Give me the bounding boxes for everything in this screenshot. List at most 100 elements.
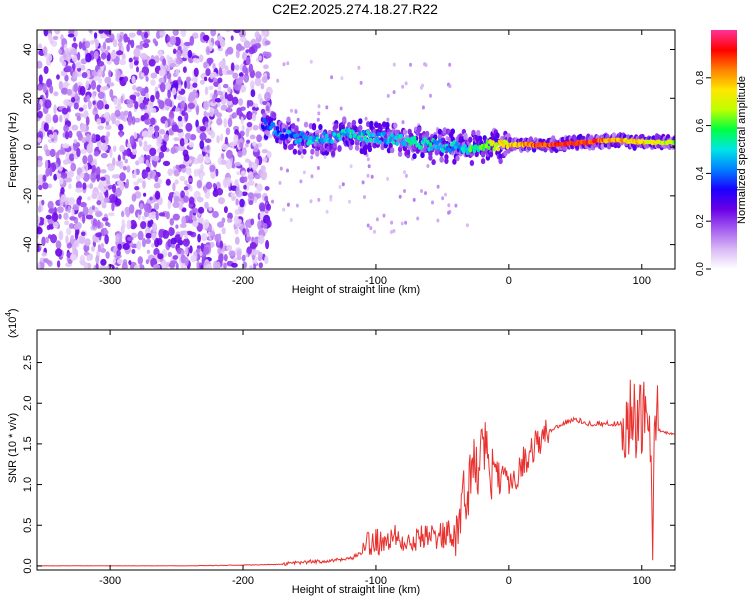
- spectrogram-cell: [95, 166, 101, 175]
- spectrogram-cell: [132, 148, 137, 155]
- spectrogram-cell: [230, 62, 235, 72]
- spectrogram-cell: [227, 86, 232, 93]
- spectrogram-cell: [452, 158, 457, 165]
- spectrogram-cell: [119, 172, 126, 182]
- spectrogram-cell: [216, 135, 220, 144]
- spectrogram-cell: [39, 95, 44, 100]
- spectrogram-cell: [234, 209, 240, 215]
- spectrogram-cell: [196, 179, 202, 189]
- spectrogram-cell: [143, 210, 149, 218]
- y-tick-label: -40: [22, 237, 34, 253]
- spectrogram-cell: [450, 128, 455, 135]
- spectrogram-cell: [137, 256, 143, 265]
- spectrogram-cell: [341, 182, 345, 187]
- spectrogram-cell: [43, 66, 49, 74]
- spectrogram-cell: [172, 201, 180, 209]
- spectrogram-cell: [93, 50, 99, 60]
- spectrogram-cell: [141, 72, 145, 78]
- spectrogram-cell: [80, 123, 87, 133]
- spectrogram-cell: [76, 115, 82, 122]
- spectrogram-cell: [264, 255, 269, 265]
- spectrogram-cell: [325, 209, 329, 214]
- spectrogram-cell: [46, 224, 51, 231]
- x-tick-label: 100: [633, 575, 651, 587]
- spectrogram-cell: [184, 231, 188, 240]
- spectrogram-cell: [142, 42, 150, 49]
- spectrogram-cell: [431, 159, 436, 166]
- spectrogram-cell: [220, 105, 225, 110]
- spectrogram-cell: [101, 202, 107, 209]
- spectrogram-cell: [412, 135, 417, 141]
- spectrogram-cell: [203, 219, 210, 229]
- spectrogram-cell: [364, 116, 368, 121]
- spectrogram-cell: [358, 118, 363, 125]
- spectrogram-cell: [132, 84, 137, 91]
- spectrogram-cell: [183, 153, 190, 162]
- spectrogram-cell: [96, 100, 104, 110]
- colorbar-label: Normalized spectral amplitude: [736, 76, 748, 224]
- spectrogram-cell: [150, 211, 158, 219]
- spectrogram-cell: [64, 74, 69, 82]
- spectrogram-cell: [204, 76, 208, 82]
- spectrogram-cell: [172, 48, 177, 55]
- spectrogram-cell: [390, 147, 395, 154]
- colorbar-tick-label: 0.4: [695, 166, 706, 180]
- spectrogram-cell: [197, 233, 202, 243]
- spectrogram-cell: [143, 39, 151, 44]
- spectrogram-cell: [500, 139, 505, 145]
- spectrogram-cell: [141, 170, 149, 179]
- spectrogram-cell: [282, 128, 287, 133]
- spectrogram-cell: [120, 95, 124, 104]
- spectrogram-cell: [217, 221, 225, 228]
- spectrogram-cell: [300, 154, 304, 159]
- spectrogram-cell: [115, 187, 122, 197]
- spectrogram-cell: [246, 232, 250, 238]
- spectrogram-cell: [430, 146, 434, 151]
- spectrogram-cell: [73, 36, 77, 42]
- spectrogram-cell: [414, 139, 418, 145]
- spectrogram-cell: [162, 58, 167, 66]
- spectrogram-cell: [86, 94, 91, 102]
- spectrogram-cell: [403, 189, 406, 193]
- spectrogram-cell: [330, 139, 334, 144]
- spectrogram-cell: [106, 179, 111, 185]
- spectrogram-cell: [65, 177, 72, 183]
- spectrogram-cell: [249, 242, 257, 249]
- spectrogram-cell: [266, 203, 271, 211]
- spectrogram-cell: [401, 120, 405, 125]
- spectrogram-cell: [247, 171, 254, 182]
- spectrogram-cell: [182, 238, 190, 247]
- spectrogram-cell: [420, 189, 423, 193]
- spectrogram-cell: [48, 208, 55, 214]
- spectrogram-cell: [200, 264, 204, 269]
- spectrogram-cell: [119, 144, 125, 153]
- spectrogram-cell: [436, 145, 441, 150]
- spectrogram-cell: [400, 221, 404, 226]
- spectrogram-cell: [395, 141, 400, 146]
- snr-x-ticks: -300 -200 -100 0 100: [99, 330, 651, 587]
- spectrogram-cell: [105, 251, 110, 259]
- spectrogram-cell: [150, 94, 155, 103]
- spectrogram-cell: [153, 203, 160, 211]
- x-tick-label: 0: [506, 275, 512, 287]
- spectrogram-cell: [254, 174, 261, 180]
- spectrogram-cell: [75, 174, 81, 182]
- spectrogram-cell: [162, 160, 171, 167]
- spectrogram-cell: [292, 148, 298, 155]
- spectrogram-cell: [399, 133, 404, 139]
- spectrogram-cell: [204, 157, 211, 164]
- spectrogram-cell: [260, 83, 265, 90]
- snr-y-label: SNR (10 * v/v): [7, 413, 19, 483]
- spectrogram-cell: [351, 130, 356, 135]
- spectrogram-cell: [226, 46, 234, 55]
- spectrogram-cell: [82, 155, 88, 165]
- spectrogram-cell: [203, 61, 208, 69]
- spectrogram-cell: [93, 32, 98, 39]
- spectrogram-cell: [232, 257, 238, 263]
- spectrogram-cell: [65, 65, 72, 73]
- spectrogram-cell: [244, 176, 248, 183]
- spectrogram-cell: [181, 110, 186, 117]
- spectrogram-cell: [113, 97, 118, 106]
- spectrogram-cell: [145, 92, 149, 99]
- spectrogram-cell: [118, 123, 124, 131]
